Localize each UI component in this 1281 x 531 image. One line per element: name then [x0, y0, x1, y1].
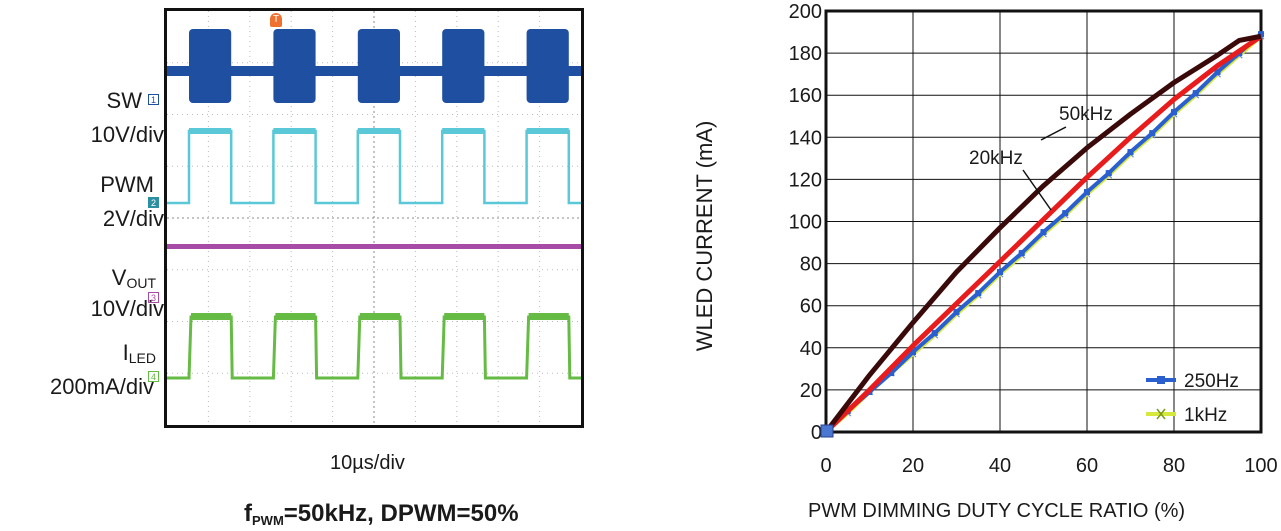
x-tick-label: 80 — [1163, 455, 1185, 477]
ch3-scale: 10V/div — [90, 296, 164, 321]
origin-marker — [820, 424, 834, 438]
pwm-high-band — [442, 128, 485, 134]
plot-frame — [824, 9, 1263, 434]
iled-high-band — [359, 313, 400, 320]
y-axis-label: WLED CURRENT (mA) — [692, 120, 717, 352]
point-250Hz — [1040, 229, 1047, 236]
iled-high-band — [191, 313, 232, 320]
ch1-scale: 10V/div — [90, 122, 164, 147]
ch2-label: PWM — [100, 172, 154, 197]
annotation-50khz: 50kHz — [1059, 104, 1113, 125]
point-250Hz — [931, 330, 938, 337]
iled-high-band — [275, 313, 316, 320]
x-axis-label: PWM DIMMING DUTY CYCLE RATIO (%) — [808, 500, 1186, 522]
sw-burst — [273, 29, 316, 103]
sw-burst — [526, 29, 569, 103]
x-tick-label: 40 — [989, 455, 1011, 477]
ch4-marker: 4 — [148, 371, 159, 382]
y-tick-label: 180 — [789, 43, 822, 65]
point-250Hz — [1105, 170, 1112, 177]
point-250Hz — [1149, 130, 1156, 137]
legend-marker-250Hz — [1157, 376, 1165, 384]
pwm-high-band — [526, 128, 569, 134]
point-250Hz — [975, 290, 982, 297]
legend-label-1kHz: 1kHz — [1184, 405, 1227, 426]
y-tick-label: 100 — [789, 212, 822, 234]
pwm-high-band — [357, 128, 400, 134]
point-250Hz — [1258, 31, 1264, 38]
point-250Hz — [953, 309, 960, 316]
point-250Hz — [1084, 189, 1090, 196]
ch4-label: ILED — [122, 340, 156, 366]
scope-screen — [164, 8, 584, 428]
ch1-marker: 1 — [148, 94, 159, 105]
y-tick-label: 40 — [800, 338, 822, 360]
y-tick-label: 80 — [800, 254, 822, 276]
sw-burst — [189, 29, 232, 103]
ch1-label: SW — [106, 88, 142, 113]
timebase-label: 10µs/div — [330, 452, 405, 474]
y-tick-label: 0 — [811, 422, 822, 444]
x-tick-label: 0 — [820, 455, 831, 477]
sw-burst — [357, 29, 400, 103]
series-line-20kHz — [824, 34, 1263, 434]
annotation-50khz-leader — [1040, 126, 1067, 141]
pwm-high-band — [273, 128, 316, 134]
point-250Hz — [1192, 90, 1199, 97]
pwm-high-band — [189, 128, 232, 134]
ch2-scale: 2V/div — [102, 206, 164, 231]
x-tick-label: 60 — [1076, 455, 1098, 477]
y-tick-label: 60 — [800, 296, 822, 318]
annotation-20khz: 20kHz — [969, 148, 1023, 169]
y-tick-label: 140 — [789, 127, 822, 149]
ch3-marker: 3 — [148, 292, 159, 303]
iled-high-band — [444, 313, 485, 320]
ch2-marker: 2 — [148, 197, 159, 208]
trigger-marker: T — [270, 13, 282, 27]
point-250Hz — [1018, 250, 1025, 257]
y-tick-label: 160 — [789, 85, 822, 107]
point-250Hz — [888, 370, 895, 377]
legend-marker-1kHz — [1156, 408, 1166, 420]
vout-trace — [167, 244, 581, 249]
point-250Hz — [1214, 69, 1221, 76]
x-tick-label: 100 — [1244, 455, 1277, 477]
wled-chart: 0 20 40 60 80 100 120 140 160 180 200 0 20 40 60 80 100 5… — [789, 1, 1278, 477]
y-tick-label: 120 — [789, 169, 822, 191]
annotation-20khz-leader — [1022, 169, 1052, 211]
point-250Hz — [1062, 210, 1069, 217]
series-line-50kHz — [824, 33, 1262, 434]
y-tick-label: 200 — [789, 1, 822, 23]
point-250Hz — [1171, 109, 1177, 116]
ch3-label: VOUT — [111, 265, 156, 291]
point-250Hz — [910, 349, 916, 356]
x-tick-label: 20 — [902, 455, 924, 477]
sw-burst — [442, 29, 485, 103]
y-tick-label: 20 — [800, 380, 822, 402]
legend-label-250Hz: 250Hz — [1184, 371, 1239, 392]
ch4-scale: 200mA/div — [50, 374, 154, 399]
point-250Hz — [997, 269, 1003, 276]
scope-traces — [167, 11, 581, 425]
point-250Hz — [1127, 149, 1134, 156]
scope-caption: fPWM=50kHz, DPWM=50% — [244, 500, 519, 528]
iled-high-band — [528, 313, 569, 320]
